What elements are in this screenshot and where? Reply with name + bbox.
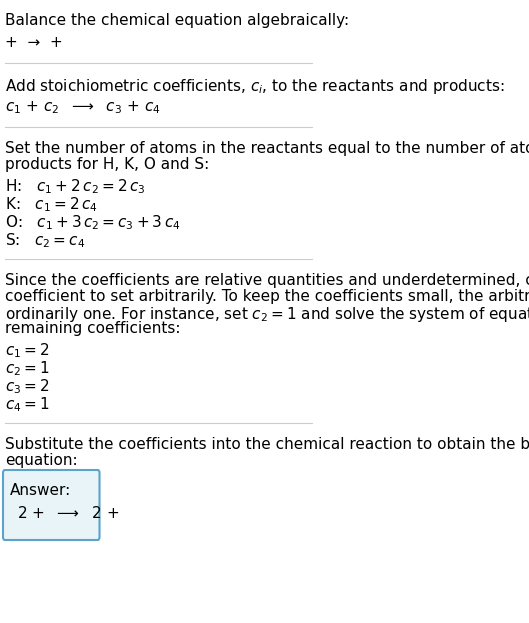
Text: Set the number of atoms in the reactants equal to the number of atoms in the: Set the number of atoms in the reactants… xyxy=(5,141,529,156)
Text: S:   $c_2 = c_4$: S: $c_2 = c_4$ xyxy=(5,231,85,250)
Text: O:   $c_1 + 3\,c_2 = c_3 + 3\,c_4$: O: $c_1 + 3\,c_2 = c_3 + 3\,c_4$ xyxy=(5,213,180,232)
FancyBboxPatch shape xyxy=(3,470,99,540)
Text: $c_4 = 1$: $c_4 = 1$ xyxy=(5,395,49,414)
Text: Since the coefficients are relative quantities and underdetermined, choose a: Since the coefficients are relative quan… xyxy=(5,273,529,288)
Text: H:   $c_1 + 2\,c_2 = 2\,c_3$: H: $c_1 + 2\,c_2 = 2\,c_3$ xyxy=(5,177,145,196)
Text: ordinarily one. For instance, set $c_2 = 1$ and solve the system of equations fo: ordinarily one. For instance, set $c_2 =… xyxy=(5,305,529,324)
Text: $2$ +  $\longrightarrow$  $2$ +: $2$ + $\longrightarrow$ $2$ + xyxy=(17,505,119,521)
Text: coefficient to set arbitrarily. To keep the coefficients small, the arbitrary va: coefficient to set arbitrarily. To keep … xyxy=(5,289,529,304)
Text: remaining coefficients:: remaining coefficients: xyxy=(5,321,180,336)
Text: $c_1$ + $c_2$  $\longrightarrow$  $c_3$ + $c_4$: $c_1$ + $c_2$ $\longrightarrow$ $c_3$ + … xyxy=(5,99,160,116)
Text: $c_2 = 1$: $c_2 = 1$ xyxy=(5,359,49,378)
Text: Balance the chemical equation algebraically:: Balance the chemical equation algebraica… xyxy=(5,13,349,28)
Text: K:   $c_1 = 2\,c_4$: K: $c_1 = 2\,c_4$ xyxy=(5,195,97,214)
Text: Add stoichiometric coefficients, $c_i$, to the reactants and products:: Add stoichiometric coefficients, $c_i$, … xyxy=(5,77,504,96)
Text: products for H, K, O and S:: products for H, K, O and S: xyxy=(5,157,209,172)
Text: +  →  +: + → + xyxy=(5,35,62,50)
Text: $c_3 = 2$: $c_3 = 2$ xyxy=(5,377,49,396)
Text: Substitute the coefficients into the chemical reaction to obtain the balanced: Substitute the coefficients into the che… xyxy=(5,437,529,452)
Text: Answer:: Answer: xyxy=(10,483,71,498)
Text: equation:: equation: xyxy=(5,453,77,468)
Text: $c_1 = 2$: $c_1 = 2$ xyxy=(5,341,49,359)
